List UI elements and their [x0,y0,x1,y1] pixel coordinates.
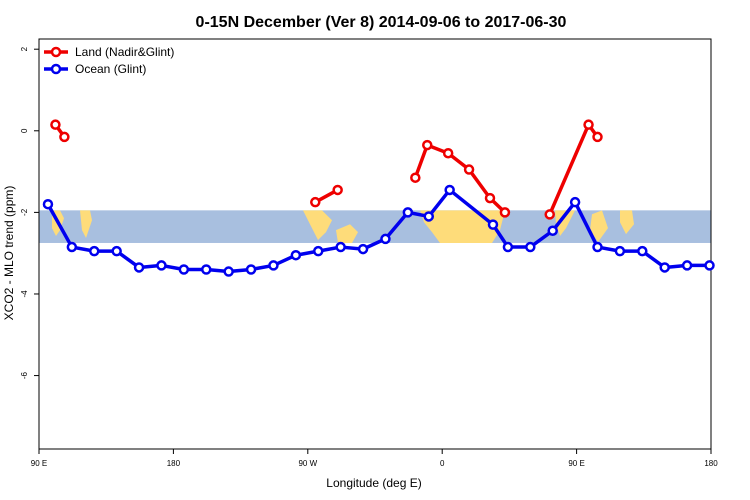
data-point [223,266,234,277]
data-point [178,264,190,275]
data-point [310,196,321,208]
latitude-band [39,210,711,243]
data-point [444,184,455,196]
chart-title: 0-15N December (Ver 8) 2014-09-06 to 201… [196,14,567,31]
data-point [423,211,435,222]
data-point [592,131,603,143]
y-tick-label: -4 [20,290,29,298]
y-axis-label: XCO2 - MLO trend (ppm) [2,186,16,321]
series-layer [42,119,715,277]
land-shape [80,210,92,239]
data-point [681,260,693,271]
y-tick-label: -2 [20,208,29,216]
land-shape [336,224,358,243]
data-point [442,147,454,159]
data-point [133,262,145,273]
legend: Land (Nadir&Glint) Ocean (Glint) [44,45,174,76]
data-point [487,219,499,230]
legend-label: Land (Nadir&Glint) [75,45,174,59]
data-point [463,164,475,175]
data-point [569,196,581,208]
land-shape [590,210,608,242]
data-point [42,198,54,210]
data-point [614,245,626,257]
data-point [659,262,670,273]
x-tick-label: 180 [704,459,718,468]
land-shape [620,210,634,235]
data-point [66,241,78,253]
legend-swatch-marker [50,63,62,75]
y-tick-label: 0 [20,128,29,133]
data-point [525,241,536,253]
axes: 90 E 180 90 W 0 90 E 180 2 0 -2 -4 -6 [20,38,718,468]
data-point [332,184,343,196]
data-point [156,260,167,271]
x-tick-label: 90 W [298,459,317,468]
data-point [637,245,648,257]
data-point [201,264,212,275]
data-point [380,233,391,245]
data-point [592,241,603,253]
ocean-band [39,210,711,243]
data-point [583,119,594,130]
data-point [245,264,257,275]
data-point [499,207,511,218]
land-shape [555,210,575,237]
x-tick-label: 0 [440,459,445,468]
data-point [402,207,414,218]
data-point [502,241,514,253]
data-point [335,241,346,253]
series-land [50,119,603,220]
data-point [547,225,558,236]
data-point [410,172,421,183]
data-point [704,260,715,271]
data-point [422,139,433,151]
data-point [59,131,70,143]
land-shape [303,210,332,241]
x-tick-label: 90 E [568,459,584,468]
plot-frame [38,38,712,450]
x-axis-label: Longitude (deg E) [326,476,421,490]
data-point [544,209,555,220]
data-point [268,260,279,271]
legend-swatch-marker [50,46,62,58]
data-point [89,245,100,257]
data-point [484,192,496,204]
data-point [357,243,369,255]
x-tick-label: 90 E [31,459,47,468]
data-point [50,119,61,130]
data-point [290,249,302,261]
y-tick-label: 2 [20,46,29,51]
data-point [111,245,122,257]
legend-label: Ocean (Glint) [75,62,146,76]
y-tick-label: -6 [20,371,29,379]
series-ocean [42,184,715,277]
x-tick-label: 180 [167,459,181,468]
data-point [313,245,324,257]
